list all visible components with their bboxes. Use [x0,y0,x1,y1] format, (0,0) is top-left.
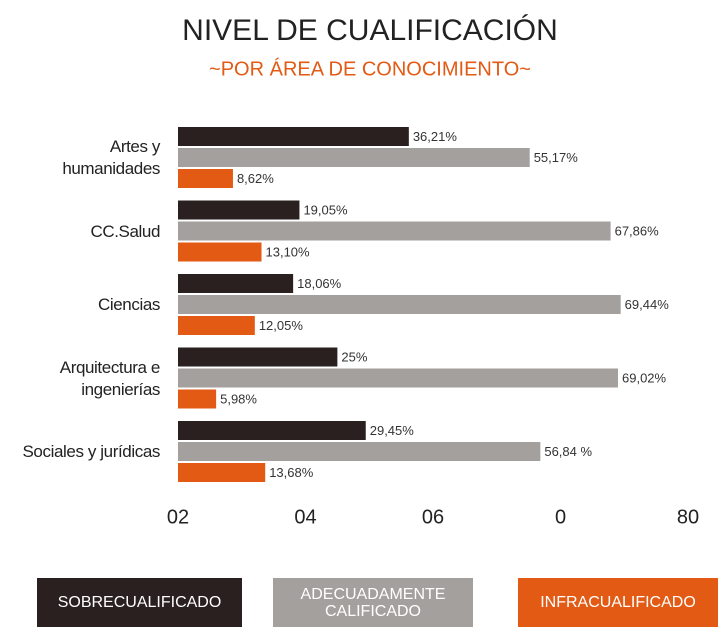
bar [178,442,541,461]
category-label: CC.Salud [90,221,160,241]
chart-subtitle: ~POR ÁREA DE CONOCIMIENTO~ [209,57,531,80]
bar [178,127,409,146]
bar [178,421,366,440]
value-label: 29,45% [370,423,415,438]
bar [178,316,255,335]
bar [178,200,300,220]
bar [178,368,619,388]
legend-item: INFRACUALIFICADO [518,578,718,627]
bar [178,169,233,188]
x-tick-label: 80 [677,506,699,528]
x-tick-label: 0 [555,506,566,528]
legend-item: ADECUADAMENTE CALIFICADO [273,578,473,627]
bar [178,347,338,367]
x-tick-label: 02 [167,506,189,528]
bar [178,463,266,482]
x-tick-label: 04 [294,506,316,528]
value-label: 56,84 % [544,444,592,459]
value-label: 25% [341,349,367,364]
value-label: 13,68% [269,465,314,480]
value-label: 69,02% [622,370,667,385]
category-label: Artes y humanidades [62,137,160,178]
value-label: 18,06% [297,276,342,291]
category-label: Sociales y jurídicas [22,442,160,461]
value-label: 5,98% [220,391,257,406]
legend-item: SOBRECUALIFICADO [37,578,242,627]
value-label: 8,62% [237,171,274,186]
category-label: Arquitectura e ingenierías [59,357,161,399]
bar [178,389,217,409]
value-label: 12,05% [259,318,304,333]
value-label: 55,17% [534,150,579,165]
value-label: 69,44% [625,297,670,312]
x-tick-label: 06 [422,506,444,528]
bar [178,274,294,293]
value-label: 19,05% [303,202,348,217]
value-label: 36,21% [413,129,458,144]
bar [178,148,530,167]
bar [178,221,611,241]
bar [178,295,621,314]
category-label: Ciencias [98,295,160,314]
chart-title: NIVEL DE CUALIFICACIÓN [182,14,558,47]
bar [178,242,262,262]
value-label: 67,86% [615,223,660,238]
value-label: 13,10% [266,244,311,259]
